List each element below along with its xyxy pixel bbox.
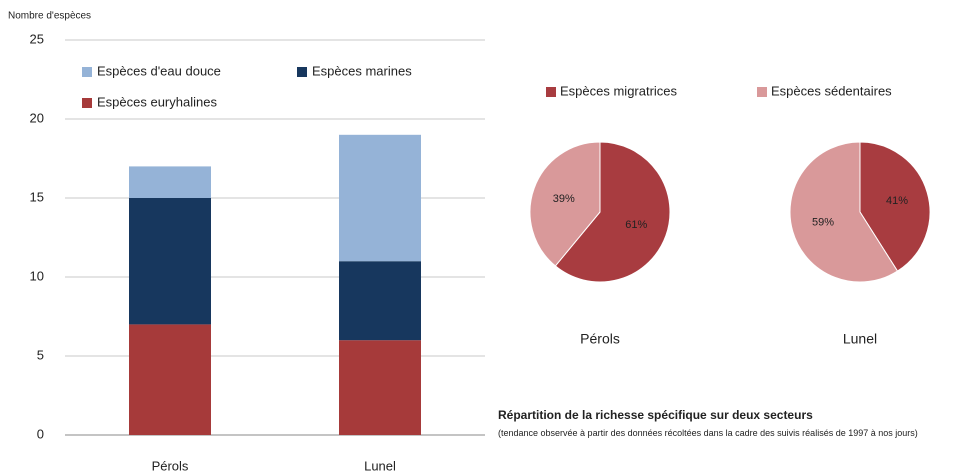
pie-slice [789, 141, 899, 283]
bar-segment [129, 166, 211, 198]
x-tick-label: Pérols [152, 458, 189, 473]
pie-title: Pérols [580, 331, 620, 347]
bar-segment [339, 134, 421, 262]
caption-title: Répartition de la richesse spécifique su… [498, 408, 813, 422]
legend-label: Espèces euryhalines [97, 94, 217, 109]
legend-label: Espèces migratrices [560, 83, 678, 98]
legend-label: Espèces marines [312, 63, 412, 78]
legend-swatch [757, 87, 767, 97]
legend-swatch [82, 67, 92, 77]
bar-segment [339, 261, 421, 341]
y-tick-label: 5 [37, 347, 44, 362]
y-tick-label: 0 [37, 426, 44, 441]
pie-slice [529, 141, 601, 267]
legend-label: Espèces sédentaires [771, 83, 892, 98]
data-label: 61% [625, 219, 647, 231]
bar-segment [129, 324, 211, 435]
data-label: 41% [886, 195, 908, 207]
legend-swatch [82, 98, 92, 108]
legend-label: Espèces d'eau douce [97, 63, 221, 78]
bar-segment [129, 198, 211, 325]
caption-subtitle: (tendance observée à partir des données … [498, 428, 918, 438]
y-tick-label: 20 [30, 110, 44, 125]
y-tick-label: 10 [30, 268, 44, 283]
legend-swatch [297, 67, 307, 77]
pie-slice [554, 141, 671, 283]
y-tick-label: 15 [30, 189, 44, 204]
bar-segment [339, 340, 421, 435]
pie-title: Lunel [843, 331, 877, 347]
y-axis-label: Nombre d'espèces [8, 11, 91, 22]
data-label: 39% [553, 193, 575, 205]
caption: Répartition de la richesse spécifique su… [498, 408, 968, 440]
y-tick-label: 25 [30, 31, 44, 46]
x-tick-label: Lunel [364, 458, 396, 473]
legend-swatch [546, 87, 556, 97]
data-label: 59% [812, 217, 834, 229]
